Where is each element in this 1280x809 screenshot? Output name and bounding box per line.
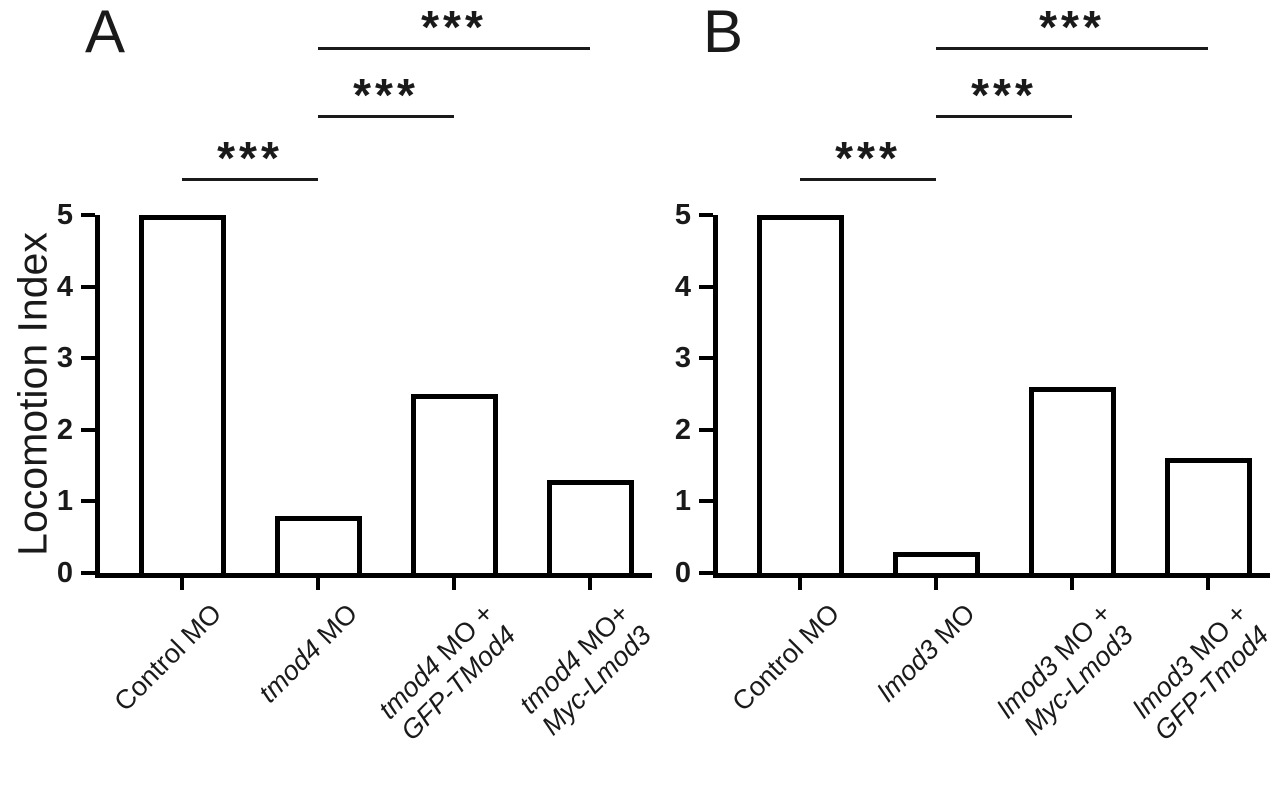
- y-tick-label: 4: [674, 270, 691, 303]
- bar: [546, 479, 634, 573]
- x-tick-mark: [316, 578, 320, 590]
- y-tick-mark: [699, 284, 713, 289]
- panel-b-letter: B: [703, 0, 744, 65]
- significance-bracket: [936, 115, 1072, 118]
- bar: [410, 394, 498, 573]
- significance-stars: ***: [353, 69, 419, 121]
- bar: [274, 515, 362, 573]
- x-label-line: Control MO: [108, 598, 227, 717]
- y-tick-mark: [81, 213, 95, 217]
- significance-bracket: [182, 178, 318, 181]
- x-axis-category-label: lmod3 MO + Myc-Lmod3: [991, 598, 1139, 746]
- y-tick-label: 1: [56, 485, 73, 518]
- bar: [138, 215, 226, 573]
- x-label-line: Control MO: [726, 598, 845, 717]
- bar: [892, 551, 980, 573]
- x-axis-category-label: tmod4 MO + GFP-TMod4: [372, 598, 521, 747]
- panel-a: A Locomotion Index 0 1 2 3 4 5 Control MO tmod4…: [10, 0, 657, 747]
- y-tick-mark: [81, 284, 95, 289]
- x-tick-mark: [1206, 578, 1210, 590]
- y-tick-mark: [81, 571, 95, 575]
- x-axis-line: [95, 573, 652, 578]
- x-tick-mark: [1070, 578, 1074, 590]
- x-tick-mark: [180, 578, 184, 590]
- x-tick-mark: [452, 578, 456, 590]
- x-axis-line: [713, 573, 1270, 578]
- x-tick-mark: [934, 578, 938, 590]
- y-tick-mark: [699, 499, 713, 504]
- panel-a-plot-area: 0 1 2 3 4 5 Control MO tmod4 MO tmod4 MO + GFP-TM…: [56, 1, 657, 747]
- significance-bracket: [800, 178, 936, 181]
- y-axis-line: [713, 215, 718, 573]
- x-label-segment: Control MO: [726, 598, 846, 717]
- x-axis-category-label: tmod4 MO: [253, 598, 364, 709]
- significance-bracket: [936, 47, 1208, 50]
- significance-stars: ***: [835, 132, 901, 184]
- x-label-segment: tmod4: [252, 634, 328, 709]
- y-tick-label: 4: [56, 270, 73, 303]
- panel-b: B 0 1 2 3 4 5 Control MO lmod3 MO lmod3 MO + Myc-…: [618, 0, 1280, 809]
- y-tick-mark: [81, 356, 95, 361]
- y-tick-mark: [81, 499, 95, 504]
- x-axis-category-label: Control MO: [726, 598, 845, 717]
- x-label-segment: Control MO: [108, 598, 228, 717]
- x-label-line: tmod4 MO: [253, 598, 364, 709]
- y-tick-label: 2: [56, 413, 73, 446]
- y-tick-label: 3: [56, 342, 73, 375]
- y-tick-label: 2: [674, 413, 691, 446]
- y-tick-mark: [699, 213, 713, 217]
- x-axis-category-label: lmod3 MO: [872, 598, 982, 708]
- y-tick-mark: [699, 427, 713, 432]
- y-tick-mark: [699, 571, 713, 575]
- x-axis-category-label: Control MO: [108, 598, 227, 717]
- panel-b-plot-area: 0 1 2 3 4 5 Control MO lmod3 MO lmod3 MO + Myc-Lm…: [618, 0, 1280, 809]
- significance-stars: ***: [971, 69, 1037, 121]
- y-tick-label: 5: [56, 199, 73, 231]
- bar: [756, 215, 844, 573]
- significance-stars: ***: [1039, 1, 1105, 53]
- y-tick-label: 1: [674, 485, 691, 518]
- significance-bracket: [318, 47, 590, 50]
- y-tick-mark: [81, 427, 95, 432]
- y-tick-label: 0: [56, 557, 73, 589]
- bar: [1164, 458, 1252, 573]
- x-tick-mark: [588, 578, 592, 590]
- y-axis-line: [95, 215, 100, 573]
- y-tick-label: 5: [674, 199, 691, 231]
- x-axis-category-label: lmod3 MO + GFP-Tmod4: [1127, 598, 1275, 746]
- significance-stars: ***: [217, 132, 283, 184]
- y-tick-label: 0: [674, 557, 691, 589]
- significance-stars: ***: [421, 1, 487, 53]
- x-label-line: lmod3 MO: [872, 598, 982, 708]
- x-tick-mark: [798, 578, 802, 590]
- bar: [1028, 386, 1116, 573]
- y-tick-mark: [699, 356, 713, 361]
- panel-a-letter: A: [85, 0, 126, 65]
- y-tick-label: 3: [674, 342, 691, 375]
- significance-bracket: [318, 115, 454, 118]
